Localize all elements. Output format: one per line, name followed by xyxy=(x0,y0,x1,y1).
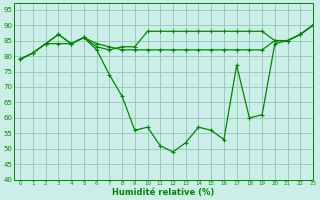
X-axis label: Humidité relative (%): Humidité relative (%) xyxy=(112,188,215,197)
